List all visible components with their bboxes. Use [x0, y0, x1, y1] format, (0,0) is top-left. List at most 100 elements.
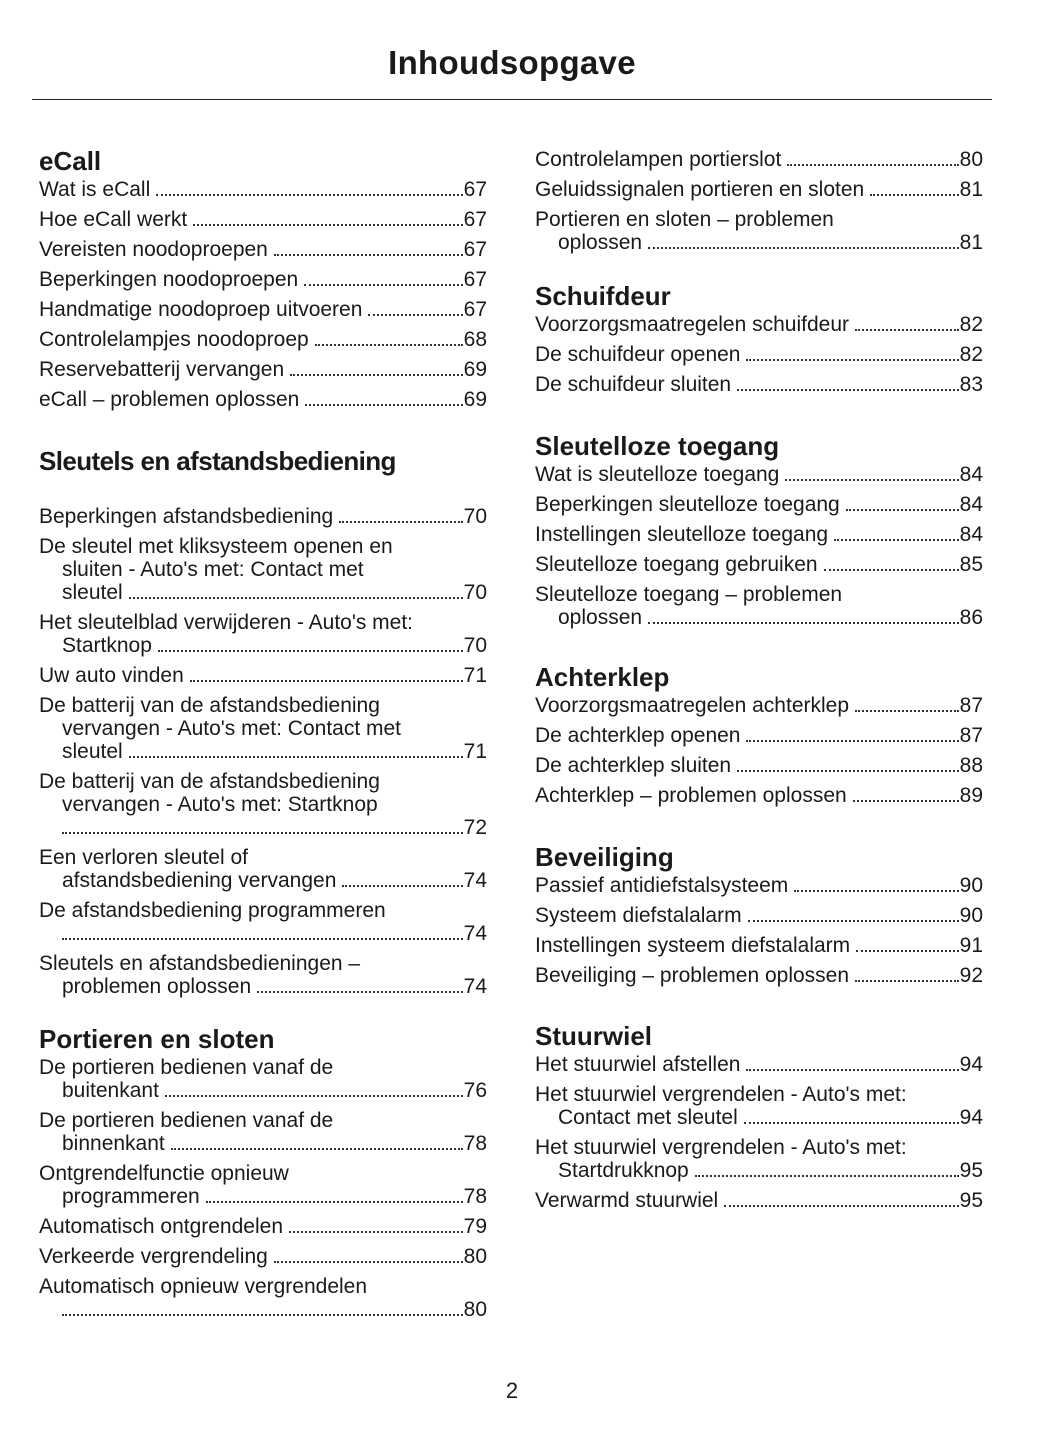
entry-page-number: 70: [463, 634, 487, 657]
entry-title-line: Geluidssignalen portieren en sloten: [535, 178, 865, 201]
entry-title-line: De portieren bedienen vanaf de: [39, 1109, 334, 1132]
entry-title-line: Portieren en sloten – problemen: [535, 208, 834, 231]
toc-entry[interactable]: Het sleutelblad verwijderen - Auto's met…: [39, 611, 487, 657]
entry-title-line: De achterklep sluiten: [535, 754, 732, 777]
section-heading: Schuifdeur: [535, 281, 671, 311]
toc-entry[interactable]: Passief antidiefstalsysteem 90: [535, 874, 983, 897]
entry-title-line: oplossen: [558, 231, 643, 254]
dot-leader: [62, 1314, 463, 1316]
toc-entry[interactable]: Ontgrendelfunctie opnieuw programmeren 78: [39, 1162, 487, 1208]
entry-page-number: 67: [463, 268, 487, 291]
toc-entry[interactable]: Uw auto vinden 71: [39, 664, 487, 687]
toc-entry[interactable]: Instellingen sleutelloze toegang 84: [535, 523, 983, 546]
dot-leader: [856, 950, 959, 952]
entry-page-number: 74: [463, 922, 487, 945]
toc-entry[interactable]: Sleutelloze toegang – problemen oplossen 8…: [535, 583, 983, 629]
toc-entry[interactable]: Automatisch ontgrendelen 79: [39, 1215, 487, 1238]
toc-entry[interactable]: Vereisten noodoproepen 67: [39, 238, 487, 261]
toc-entry[interactable]: Wat is sleutelloze toegang 84: [535, 463, 983, 486]
toc-section: Beveiliging Passief antidiefstalsysteem 90…: [535, 841, 983, 994]
toc-entry[interactable]: Beperkingen afstandsbediening 70: [39, 505, 487, 528]
toc-entry[interactable]: Reservebatterij vervangen 69: [39, 358, 487, 381]
toc-entry[interactable]: De portieren bedienen vanaf de buitenkant…: [39, 1056, 487, 1102]
toc-entry[interactable]: Instellingen systeem diefstalalarm 91: [535, 934, 983, 957]
entry-page-number: 67: [463, 298, 487, 321]
toc-entry[interactable]: De portieren bedienen vanaf de binnenkant…: [39, 1109, 487, 1155]
dot-leader: [128, 597, 463, 599]
section-heading: Achterklep: [535, 662, 670, 692]
toc-entry[interactable]: Voorzorgsmaatregelen schuifdeur 82: [535, 313, 983, 336]
entry-page-number: 78: [463, 1132, 487, 1155]
toc-entry[interactable]: De schuifdeur sluiten 83: [535, 373, 983, 396]
toc-entry[interactable]: Sleutels en afstandsbedieningen – problem…: [39, 952, 487, 998]
toc-entry[interactable]: Portieren en sloten – problemen oplossen 8…: [535, 208, 983, 254]
toc-entry[interactable]: Automatisch opnieuw vergrendelen 80: [39, 1275, 487, 1321]
toc-entry[interactable]: Achterklep – problemen oplossen 89: [535, 784, 983, 807]
entry-title-line: Achterklep – problemen oplossen: [535, 784, 847, 807]
entry-title-line: sluiten - Auto's met: Contact met: [62, 558, 364, 581]
toc-entry[interactable]: Verwarmd stuurwiel 95: [535, 1189, 983, 1212]
toc-entry[interactable]: De achterklep sluiten 88: [535, 754, 983, 777]
dot-leader: [648, 622, 959, 624]
toc-entry[interactable]: De batterij van de afstandsbediening verv…: [39, 770, 487, 839]
dot-leader: [257, 991, 463, 993]
entry-title-line: Een verloren sleutel of: [39, 846, 248, 869]
entry-title-line: Startdrukknop: [558, 1159, 689, 1182]
toc-entry[interactable]: eCall – problemen oplossen 69: [39, 388, 487, 411]
dot-leader: [855, 329, 959, 331]
toc-entry[interactable]: Beperkingen sleutelloze toegang 84: [535, 493, 983, 516]
toc-entry[interactable]: Geluidssignalen portieren en sloten 81: [535, 178, 983, 201]
toc-entry[interactable]: Een verloren sleutel of afstandsbediening…: [39, 846, 487, 892]
toc-entry[interactable]: De sleutel met kliksysteem openen en slui…: [39, 535, 487, 604]
toc-entry[interactable]: De afstandsbediening programmeren 74: [39, 899, 487, 945]
toc-entry[interactable]: Beveiliging – problemen oplossen 92: [535, 964, 983, 987]
entry-page-number: 90: [959, 874, 983, 897]
toc-entry[interactable]: Sleutelloze toegang gebruiken 85: [535, 553, 983, 576]
entry-title-line: De achterklep openen: [535, 724, 741, 747]
toc-entry[interactable]: Het stuurwiel vergrendelen - Auto's met:…: [535, 1083, 983, 1129]
dot-leader: [834, 539, 959, 541]
entry-page-number: 94: [959, 1106, 983, 1129]
entry-page-number: 83: [959, 373, 983, 396]
toc-entry[interactable]: Handmatige noodoproep uitvoeren 67: [39, 298, 487, 321]
dot-leader: [156, 194, 463, 196]
dot-leader: [342, 885, 463, 887]
toc-entry[interactable]: De achterklep openen 87: [535, 724, 983, 747]
dot-leader: [62, 938, 463, 940]
entry-title-line: sleutel: [62, 740, 123, 763]
dot-leader: [747, 920, 959, 922]
entry-page-number: 84: [959, 493, 983, 516]
toc-entry[interactable]: Het stuurwiel afstellen 94: [535, 1053, 983, 1076]
toc-entry[interactable]: Controlelampjes noodoproep 68: [39, 328, 487, 351]
entry-page-number: 91: [959, 934, 983, 957]
dot-leader: [305, 404, 463, 406]
toc-entry[interactable]: Systeem diefstalalarm 90: [535, 904, 983, 927]
entry-title-line: Contact met sleutel: [558, 1106, 738, 1129]
dot-leader: [128, 756, 463, 758]
toc-entry[interactable]: Beperkingen noodoproepen 67: [39, 268, 487, 291]
toc-entry[interactable]: Het stuurwiel vergrendelen - Auto's met:…: [535, 1136, 983, 1182]
dot-leader: [273, 254, 463, 256]
entry-title-line: Automatisch ontgrendelen: [39, 1215, 283, 1238]
toc-entry[interactable]: Wat is eCall 67: [39, 178, 487, 201]
entry-title-line: Beperkingen sleutelloze toegang: [535, 493, 840, 516]
entry-page-number: 94: [959, 1053, 983, 1076]
toc-entry[interactable]: Voorzorgsmaatregelen achterklep 87: [535, 694, 983, 717]
toc-entry[interactable]: De batterij van de afstandsbediening verv…: [39, 694, 487, 763]
entry-title-line: Het stuurwiel vergrendelen - Auto's met:: [535, 1136, 907, 1159]
dot-leader: [724, 1205, 959, 1207]
entry-title-line: binnenkant: [62, 1132, 165, 1155]
entry-title-line: Voorzorgsmaatregelen schuifdeur: [535, 313, 850, 336]
dot-leader: [164, 1095, 463, 1097]
dot-leader: [304, 284, 463, 286]
toc-entry[interactable]: De schuifdeur openen 82: [535, 343, 983, 366]
entry-title-line: De portieren bedienen vanaf de: [39, 1056, 334, 1079]
entry-title-line: De batterij van de afstandsbediening: [39, 694, 380, 717]
entry-page-number: 87: [959, 724, 983, 747]
entry-title-line: Voorzorgsmaatregelen achterklep: [535, 694, 850, 717]
entry-page-number: 69: [463, 358, 487, 381]
title-divider: [32, 99, 992, 100]
toc-entry[interactable]: Hoe eCall werkt 67: [39, 208, 487, 231]
toc-entry[interactable]: Verkeerde vergrendeling 80: [39, 1245, 487, 1268]
toc-entry[interactable]: Controlelampen portierslot 80: [535, 148, 983, 171]
